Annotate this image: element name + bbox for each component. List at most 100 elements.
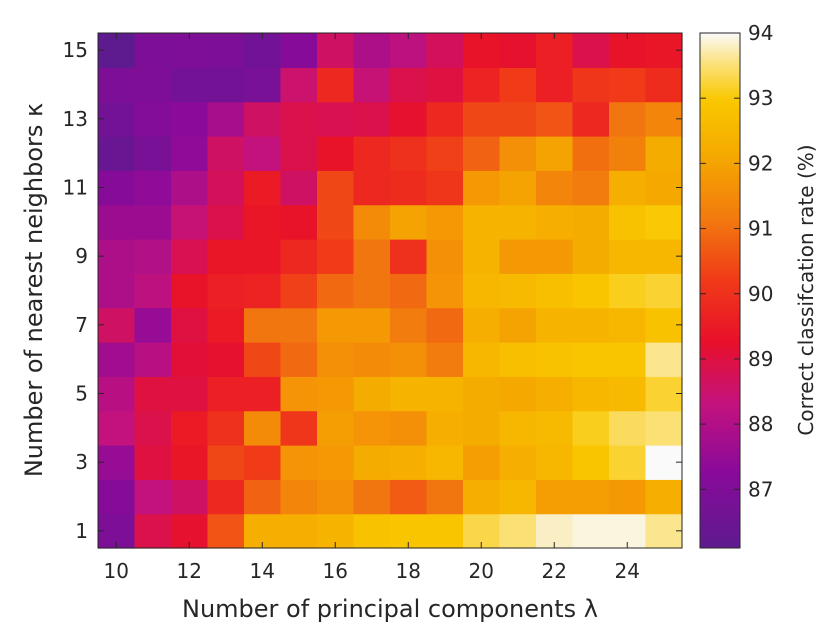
x-tick-label: 24 (615, 559, 640, 583)
x-axis-title: Number of principal components λ (182, 595, 598, 623)
heatmap-cell (536, 307, 574, 343)
heatmap-cell (244, 239, 282, 274)
heatmap-cell (98, 342, 136, 377)
heatmap-cell (609, 170, 647, 206)
x-tick-label: 18 (396, 559, 421, 583)
x-tick-label: 10 (104, 559, 129, 583)
heatmap-cell (536, 273, 574, 309)
heatmap-cell (572, 101, 610, 137)
heatmap-cell (426, 204, 464, 240)
heatmap-cell (609, 204, 647, 240)
heatmap-cell (645, 204, 683, 240)
heatmap-cell (353, 342, 391, 377)
heatmap-cell (499, 101, 537, 137)
heatmap-cell (207, 239, 245, 274)
heatmap-cell (463, 170, 501, 206)
heatmap-cell (353, 376, 391, 412)
y-tick-label: 5 (75, 382, 88, 406)
heatmap-cell (98, 376, 136, 412)
heatmap-cell (353, 479, 391, 515)
heatmap-cell (499, 67, 537, 103)
x-tick-label: 22 (542, 559, 567, 583)
y-tick-label: 1 (75, 519, 88, 543)
heatmap-cell (353, 136, 391, 171)
heatmap-cell (426, 479, 464, 515)
heatmap-cell (499, 136, 537, 171)
heatmap-cell (463, 67, 501, 103)
heatmap-cell (171, 204, 209, 240)
heatmap-cell (207, 33, 245, 68)
heatmap-cell (207, 513, 245, 549)
colorbar-ticks: 87 88 89 90 91 92 93 94 (700, 21, 773, 501)
heatmap-cell (244, 342, 282, 377)
heatmap-cell (280, 513, 318, 549)
heatmap-cell (499, 342, 537, 377)
heatmap-cell (645, 479, 683, 515)
heatmap-cell (317, 239, 355, 274)
heatmap-cell (244, 101, 282, 137)
heatmap-cell (280, 273, 318, 309)
heatmap-cell (207, 101, 245, 137)
heatmap-cell (98, 410, 136, 446)
colorbar-tick-label: 87 (748, 477, 773, 501)
x-tick-label: 14 (250, 559, 275, 583)
heatmap-cell (609, 445, 647, 480)
heatmap-cell (499, 170, 537, 206)
heatmap-cell (426, 67, 464, 103)
heatmap-cell (98, 445, 136, 480)
heatmap-cell (463, 136, 501, 171)
heatmap-cell (207, 410, 245, 446)
heatmap-cell (280, 239, 318, 274)
heatmap-cell (499, 376, 537, 412)
heatmap-cell (463, 239, 501, 274)
heatmap-cell (207, 67, 245, 103)
heatmap-cell (390, 204, 428, 240)
heatmap-cell (98, 273, 136, 309)
heatmap-cell (572, 67, 610, 103)
heatmap-cell (134, 136, 172, 171)
heatmap-cell (390, 307, 428, 343)
heatmap-cell (390, 239, 428, 274)
heatmap-cell (645, 410, 683, 446)
heatmap-cell (463, 445, 501, 480)
heatmap-cell (645, 342, 683, 377)
heatmap-cell (536, 376, 574, 412)
heatmap-cell (353, 307, 391, 343)
heatmap-cell (134, 307, 172, 343)
heatmap-cell (499, 479, 537, 515)
heatmap-cell (390, 67, 428, 103)
colorbar-tick-label: 92 (748, 151, 773, 175)
heatmap-cell (426, 410, 464, 446)
heatmap-cell (134, 101, 172, 137)
x-tick-label: 16 (323, 559, 348, 583)
heatmap-cell (207, 170, 245, 206)
heatmap-cell (207, 204, 245, 240)
plot-frame (97, 32, 683, 549)
heatmap-cell (609, 410, 647, 446)
heatmap-cell (536, 204, 574, 240)
heatmap-cell (98, 204, 136, 240)
heatmap-cell (244, 170, 282, 206)
heatmap-cell (244, 273, 282, 309)
heatmap-cell (317, 445, 355, 480)
heatmap-cell (463, 204, 501, 240)
heatmap-cell (171, 445, 209, 480)
heatmap-cell (390, 445, 428, 480)
heatmap-cell (390, 101, 428, 137)
x-tick-label: 12 (177, 559, 202, 583)
heatmap-cell (426, 239, 464, 274)
heatmap-cell (499, 307, 537, 343)
heatmap-cell (171, 410, 209, 446)
heatmap-cell (572, 239, 610, 274)
heatmap-cell (536, 479, 574, 515)
heatmap-cell (171, 342, 209, 377)
heatmap-cell (463, 307, 501, 343)
heatmap-cell (609, 273, 647, 309)
y-tick-label: 7 (75, 313, 88, 337)
heatmap-cell (390, 479, 428, 515)
heatmap-cell (207, 307, 245, 343)
heatmap-cell (426, 513, 464, 549)
heatmap-cell (244, 67, 282, 103)
y-axis-title: Number of nearest neighbors κ (20, 103, 48, 477)
